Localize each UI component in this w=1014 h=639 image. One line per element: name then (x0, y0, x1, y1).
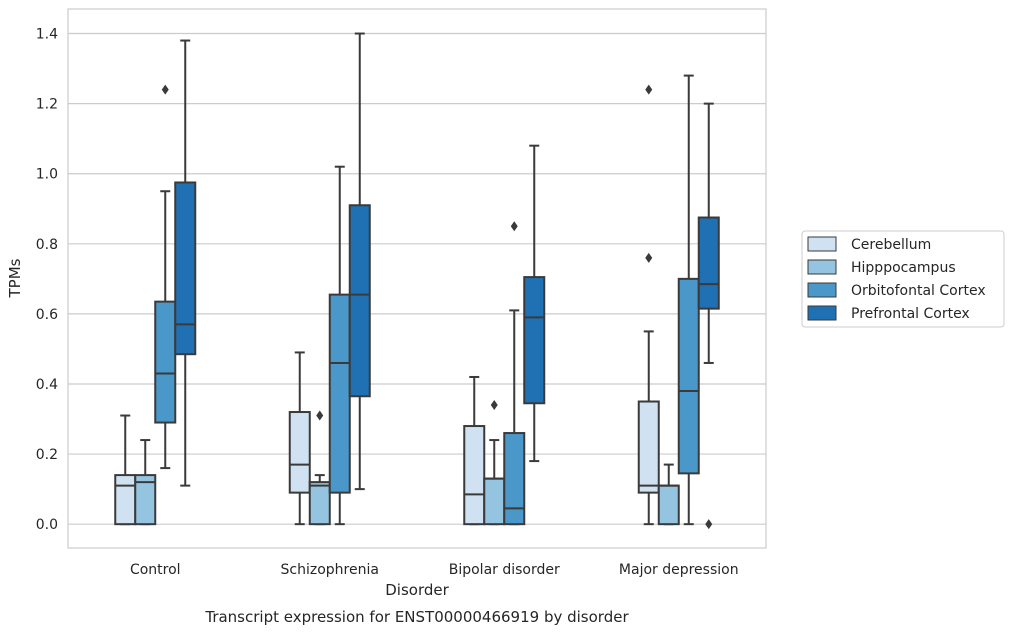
box-hipppocampus (483, 400, 506, 526)
box-body (503, 432, 526, 526)
legend: Cerebellum Hipppocampus Orbitofontal Corte… (801, 230, 1005, 328)
legend-item: Cerebellum (807, 236, 931, 253)
boxes (114, 32, 720, 530)
box-body (114, 474, 137, 526)
box-hipppocampus (134, 439, 157, 526)
box-prefrontal-cortex (697, 102, 720, 530)
x-tick-label: Schizophrenia (281, 562, 379, 578)
y-tick-label: 0.0 (36, 517, 58, 533)
x-axis-ticks: Control Schizophrenia Bipolar disorder Majo… (130, 562, 739, 578)
box-body (134, 474, 157, 526)
legend-label: Prefrontal Cortex (851, 306, 970, 322)
y-axis-ticks: 0.0 0.2 0.4 0.6 0.8 1.0 1.2 1.4 (36, 27, 58, 534)
outlier-point (645, 84, 653, 95)
legend-item: Hipppocampus (807, 259, 956, 276)
outlier-point (490, 400, 498, 411)
x-tick-label: Major depression (619, 562, 739, 578)
x-axis-label: Disorder (385, 581, 449, 599)
legend-label: Cerebellum (851, 237, 931, 253)
y-tick-label: 0.4 (36, 377, 58, 393)
outlier-point (161, 84, 169, 95)
box-cerebellum (288, 351, 311, 526)
legend-swatch (807, 236, 837, 252)
legend-swatch (807, 305, 837, 321)
outlier-point (705, 519, 713, 530)
legend-swatch (807, 282, 837, 298)
y-axis-label: TPMs (6, 258, 24, 298)
box-orbitofontal-cortex (154, 84, 177, 470)
box-body (463, 425, 486, 526)
legend-label: Orbitofontal Cortex (851, 283, 986, 299)
box-body (328, 293, 351, 494)
box-orbitofontal-cortex (328, 165, 351, 526)
legend-item: Prefrontal Cortex (807, 305, 970, 322)
x-tick-label: Bipolar disorder (449, 562, 560, 578)
box-prefrontal-cortex (523, 144, 546, 463)
chart-caption: Transcript expression for ENST0000046691… (204, 608, 629, 626)
legend-item: Orbitofontal Cortex (807, 282, 986, 299)
y-tick-label: 1.0 (36, 167, 58, 183)
box-body (174, 181, 197, 356)
plot-frame (67, 8, 767, 549)
box-body (697, 216, 720, 310)
box-orbitofontal-cortex (677, 74, 700, 526)
box-body (348, 204, 371, 398)
box-prefrontal-cortex (348, 32, 371, 491)
y-tick-label: 1.2 (36, 97, 58, 113)
legend-swatch (807, 259, 837, 275)
box-body (677, 277, 700, 475)
y-tick-label: 1.4 (36, 27, 58, 43)
box-body (523, 276, 546, 405)
box-body (288, 411, 311, 494)
box-body (637, 400, 660, 494)
box-orbitofontal-cortex (503, 221, 526, 526)
legend-label: Hipppocampus (851, 260, 956, 276)
y-tick-label: 0.6 (36, 307, 58, 323)
y-tick-label: 0.8 (36, 237, 58, 253)
box-body (308, 481, 331, 526)
gridlines (68, 32, 766, 525)
outlier-point (510, 221, 518, 232)
x-tick-label: Control (130, 562, 181, 578)
outlier-point (316, 410, 324, 421)
outlier-point (645, 252, 653, 263)
y-tick-label: 0.2 (36, 447, 58, 463)
box-cerebellum (463, 375, 486, 526)
box-cerebellum (637, 84, 660, 526)
box-cerebellum (114, 414, 137, 526)
box-prefrontal-cortex (174, 39, 197, 487)
legend-frame (801, 230, 1005, 328)
box-body (657, 484, 680, 526)
box-body (154, 300, 177, 424)
box-hipppocampus (657, 463, 680, 526)
box-body (483, 477, 506, 526)
box-hipppocampus (308, 410, 331, 526)
